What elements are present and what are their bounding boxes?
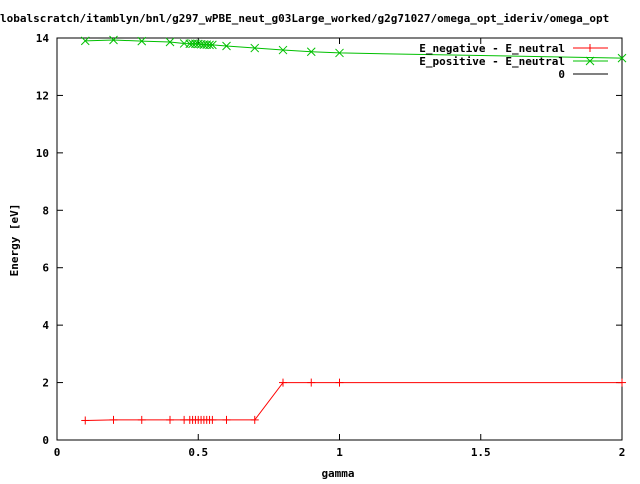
data-point xyxy=(137,36,147,46)
legend-marker xyxy=(586,44,594,52)
y-tick-label: 14 xyxy=(36,32,50,45)
marker-stroke xyxy=(617,53,627,63)
data-point xyxy=(208,40,217,50)
y-tick-label: 4 xyxy=(42,319,49,332)
data-point xyxy=(250,43,260,53)
legend-marker xyxy=(585,56,595,66)
data-point xyxy=(618,378,626,387)
x-tick-label: 0.5 xyxy=(188,446,208,459)
data-point xyxy=(109,415,118,424)
marker-stroke xyxy=(109,35,118,45)
data-point xyxy=(205,40,214,50)
y-tick-label: 8 xyxy=(42,204,49,217)
marker-stroke xyxy=(165,37,175,47)
series-0 xyxy=(81,378,626,425)
data-point xyxy=(137,415,146,424)
marker-stroke xyxy=(278,45,288,55)
series-line xyxy=(85,39,623,59)
y-tick-label: 10 xyxy=(36,147,49,160)
x-tick-label: 0 xyxy=(54,446,61,459)
data-point xyxy=(335,378,344,387)
y-tick-label: 12 xyxy=(36,89,49,102)
y-axis-label: Energy [eV] xyxy=(8,204,21,277)
legend-label: E_negative - E_neutral xyxy=(419,42,565,55)
x-tick-label: 1.5 xyxy=(471,446,491,459)
data-point xyxy=(81,416,90,425)
x-tick-label: 1 xyxy=(336,446,343,459)
chart-title: lobalscratch/itamblyn/bnl/g297_wPBE_neut… xyxy=(0,12,609,25)
marker-stroke xyxy=(585,56,595,66)
data-point xyxy=(222,41,231,51)
data-point xyxy=(617,53,627,63)
legend-entry: E_positive - E_neutral xyxy=(419,55,608,68)
series-layer xyxy=(57,35,627,441)
legend-label: E_positive - E_neutral xyxy=(419,55,565,68)
y-tick-label: 6 xyxy=(42,262,49,275)
y-tick-label: 2 xyxy=(42,377,49,390)
marker-stroke xyxy=(335,48,344,58)
x-axis-label: gamma xyxy=(321,467,354,480)
data-point xyxy=(278,45,288,55)
data-point xyxy=(109,35,118,45)
data-point xyxy=(279,378,287,387)
marker-stroke xyxy=(80,36,90,46)
x-tick-label: 2 xyxy=(619,446,626,459)
data-point xyxy=(165,37,175,47)
data-point xyxy=(80,36,90,46)
data-point xyxy=(307,378,316,387)
marker-stroke xyxy=(222,41,231,51)
data-point xyxy=(222,415,231,424)
marker-stroke xyxy=(250,43,260,53)
series-1 xyxy=(80,35,627,63)
legend-label: 0 xyxy=(558,68,565,81)
data-point xyxy=(208,415,217,424)
data-point xyxy=(250,415,259,424)
y-tick-label: 0 xyxy=(42,434,49,447)
data-point xyxy=(335,48,344,58)
marker-stroke xyxy=(208,40,217,50)
data-point xyxy=(166,415,174,424)
marker-stroke xyxy=(306,47,316,57)
data-point xyxy=(306,47,316,57)
legend-entry: E_negative - E_neutral xyxy=(419,42,608,55)
legend-entry: 0 xyxy=(558,68,608,81)
marker-stroke xyxy=(137,36,147,46)
marker-stroke xyxy=(205,40,214,50)
